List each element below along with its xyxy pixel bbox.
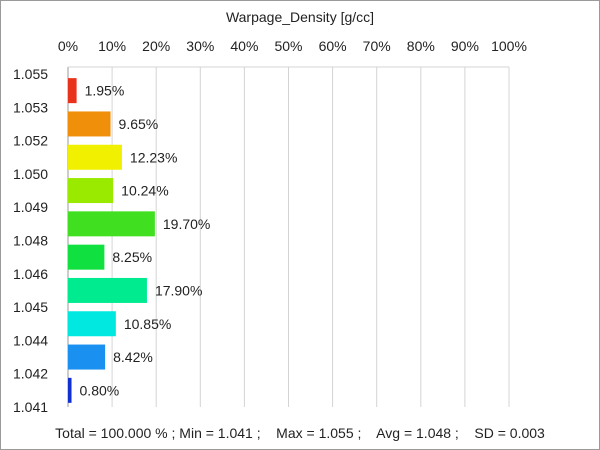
y-tick-label: 1.052 <box>13 133 48 149</box>
y-tick-label: 1.045 <box>13 299 48 315</box>
bar <box>68 244 105 270</box>
bar-value-label: 17.90% <box>155 282 202 298</box>
bar <box>68 277 147 303</box>
bar <box>68 344 106 370</box>
y-tick-label: 1.048 <box>13 233 48 249</box>
bar <box>68 211 155 237</box>
x-tick-label: 80% <box>407 38 435 54</box>
y-tick-label: 1.046 <box>13 266 48 282</box>
bar-value-label: 8.25% <box>112 249 152 265</box>
x-tick-label: 90% <box>451 38 479 54</box>
y-tick-label: 1.041 <box>13 399 48 415</box>
y-tick-label: 1.053 <box>13 99 48 115</box>
bar-value-label: 19.70% <box>163 216 210 232</box>
y-tick-label: 1.050 <box>13 166 48 182</box>
bar-value-label: 8.42% <box>113 349 153 365</box>
x-tick-label: 10% <box>98 38 126 54</box>
bar <box>68 377 72 403</box>
y-tick-label: 1.042 <box>13 366 48 382</box>
chart-summary: Total = 100.000 % ; Min = 1.041 ; Max = … <box>55 425 545 441</box>
bar <box>68 144 122 170</box>
x-tick-label: 70% <box>363 38 391 54</box>
x-tick-label: 30% <box>186 38 214 54</box>
bar <box>68 311 116 337</box>
bar-value-label: 0.80% <box>80 382 120 398</box>
bar-value-label: 1.95% <box>85 83 125 99</box>
bar-value-label: 12.23% <box>130 149 177 165</box>
y-tick-label: 1.044 <box>13 332 48 348</box>
x-tick-label: 100% <box>491 38 527 54</box>
y-tick-label: 1.049 <box>13 199 48 215</box>
x-tick-label: 50% <box>274 38 302 54</box>
bar-value-label: 10.24% <box>121 183 168 199</box>
x-tick-label: 20% <box>142 38 170 54</box>
bar <box>68 78 77 104</box>
bar-value-label: 9.65% <box>119 116 159 132</box>
chart-title: Warpage_Density [g/cc] <box>225 9 375 25</box>
bar-value-label: 10.85% <box>124 316 171 332</box>
x-tick-label: 40% <box>230 38 258 54</box>
bar <box>68 111 111 137</box>
bar <box>68 178 114 204</box>
y-tick-label: 1.055 <box>13 66 48 82</box>
x-tick-label: 60% <box>319 38 347 54</box>
x-tick-label: 0% <box>58 38 78 54</box>
